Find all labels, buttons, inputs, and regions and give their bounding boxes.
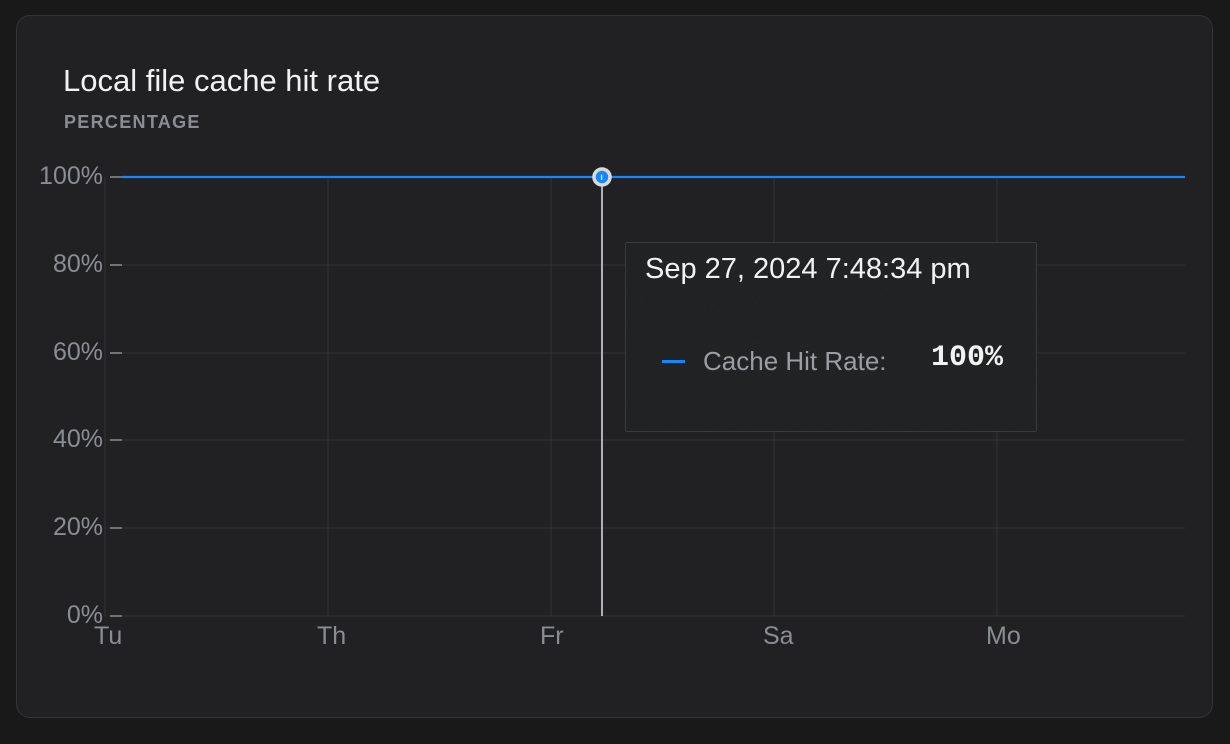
svg-text:Sa: Sa (763, 622, 794, 647)
svg-text:80%: 80% (53, 250, 103, 278)
svg-text:60%: 60% (53, 338, 103, 366)
svg-text:100%: 100% (39, 162, 103, 190)
svg-text:Fr: Fr (540, 622, 564, 647)
svg-text:Tu: Tu (94, 622, 122, 647)
svg-text:Th: Th (317, 622, 346, 647)
svg-text:Mo: Mo (986, 622, 1021, 647)
svg-text:40%: 40% (53, 425, 103, 453)
svg-text:20%: 20% (53, 513, 103, 541)
